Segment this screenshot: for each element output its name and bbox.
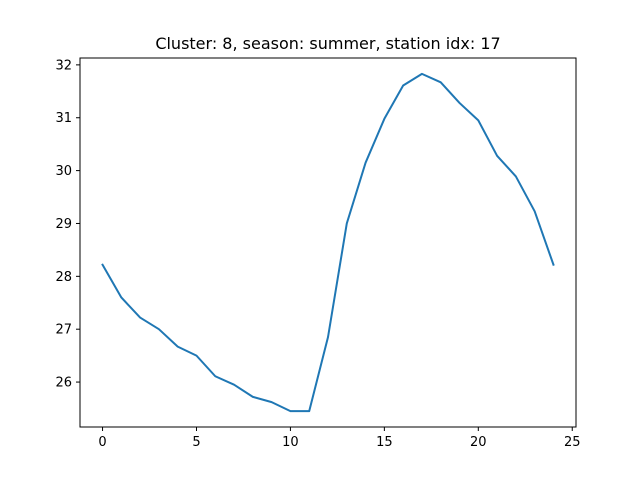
y-tick-label: 29 xyxy=(55,217,72,232)
x-tick-label: 0 xyxy=(98,435,106,450)
plot-frame xyxy=(79,57,577,428)
y-tick-label: 27 xyxy=(55,323,72,338)
axis-ticks: 0 5 10 15 20 25 26 27 28 29 30 31 32 xyxy=(55,58,580,450)
x-tick-label: 20 xyxy=(470,435,487,450)
series-layer xyxy=(101,72,555,413)
x-tick-label: 10 xyxy=(282,435,299,450)
series-line xyxy=(101,72,555,413)
y-tick-label: 28 xyxy=(55,270,72,285)
chart-title: Cluster: 8, season: summer, station idx:… xyxy=(155,34,500,53)
y-tick-label: 31 xyxy=(55,111,72,126)
x-tick-label: 5 xyxy=(192,435,200,450)
y-tick-label: 30 xyxy=(55,164,72,179)
y-tick-label: 32 xyxy=(55,58,72,73)
x-tick-label: 25 xyxy=(564,435,581,450)
y-tick-label: 26 xyxy=(55,376,72,391)
x-tick-label: 15 xyxy=(376,435,393,450)
